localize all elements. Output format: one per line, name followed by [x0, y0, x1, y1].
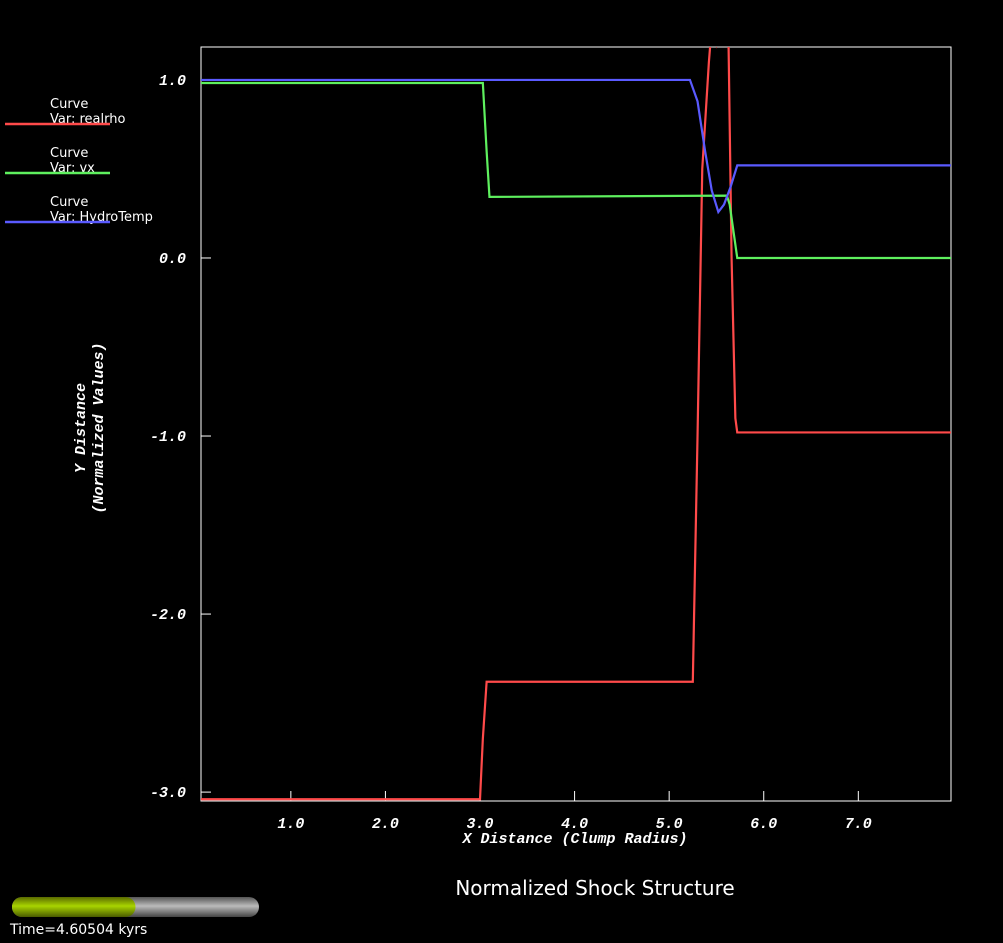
time-progress: [12, 897, 136, 917]
plot-frame: [200, 46, 952, 802]
y-tick-label: -1.0: [150, 429, 186, 446]
series-line: [201, 81, 951, 260]
y-axis-label-line: Y Distance: [73, 383, 90, 473]
y-axis-label: Y Distance (Normalized Values): [73, 342, 108, 513]
x-tick-label: 2.0: [372, 816, 399, 833]
x-tick-label: 5.0: [656, 816, 683, 833]
y-axis-label-line: (Normalized Values): [91, 342, 108, 513]
y-tick-label: -3.0: [150, 785, 186, 802]
x-tick-label: 1.0: [277, 816, 304, 833]
y-tick-label: 1.0: [159, 73, 186, 90]
legend-heading: Curve: [50, 97, 88, 112]
time-label: Time=4.60504 kyrs: [9, 922, 147, 938]
y-tick-label: -2.0: [150, 607, 186, 624]
legend-heading: Curve: [50, 146, 88, 161]
x-tick-label: 3.0: [466, 816, 493, 833]
x-tick-label: 7.0: [845, 816, 872, 833]
legend-heading: Curve: [50, 195, 88, 210]
x-tick-label: 4.0: [561, 816, 588, 833]
series-line: [201, 78, 951, 215]
y-tick-label: 0.0: [159, 251, 186, 268]
x-tick-label: 6.0: [750, 816, 777, 833]
x-axis-label: X Distance (Clump Radius): [461, 831, 687, 848]
chart-title: Normalized Shock Structure: [455, 876, 734, 900]
series-line: [201, 47, 951, 801]
